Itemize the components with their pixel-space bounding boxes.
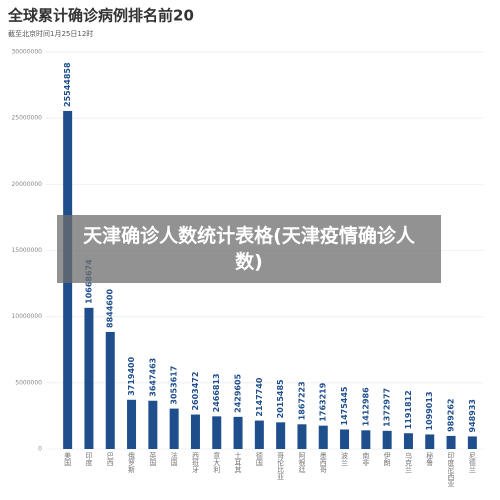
x-tick-label: 乌克兰 bbox=[404, 451, 412, 473]
value-label: 3647463 bbox=[148, 358, 157, 397]
value-label: 1412986 bbox=[361, 387, 370, 426]
bar bbox=[84, 307, 94, 449]
y-tick-label: 30000000 bbox=[11, 49, 42, 56]
x-tick-label: 阿根廷 bbox=[298, 451, 306, 474]
value-label: 8844600 bbox=[106, 289, 115, 328]
x-tick-label: 哥伦比亚 bbox=[277, 452, 285, 480]
y-tick-label: 10000000 bbox=[11, 313, 42, 320]
value-label: 2429605 bbox=[234, 373, 243, 412]
bar bbox=[425, 434, 435, 449]
x-tick-label: 南非 bbox=[362, 451, 370, 467]
value-label: 1099013 bbox=[425, 391, 434, 430]
bar bbox=[318, 425, 328, 449]
value-label: 1191812 bbox=[404, 390, 413, 429]
value-label: 1867223 bbox=[297, 381, 306, 420]
x-tick-label: 印度 bbox=[85, 452, 93, 467]
bar bbox=[148, 400, 158, 449]
y-tick-label: 15000000 bbox=[11, 247, 42, 254]
x-tick-label: 德国 bbox=[255, 451, 263, 467]
bar bbox=[212, 416, 222, 449]
x-tick-label: 英国 bbox=[149, 451, 157, 467]
x-tick-label: 西班牙 bbox=[191, 452, 199, 474]
value-label: 1763219 bbox=[319, 382, 328, 421]
bar bbox=[233, 416, 243, 449]
bar bbox=[276, 422, 286, 449]
value-label: 1372977 bbox=[383, 388, 392, 427]
x-tick-label: 印度尼西亚 bbox=[447, 452, 455, 487]
value-label: 3053617 bbox=[170, 366, 179, 405]
bar bbox=[446, 435, 456, 449]
bar bbox=[361, 430, 371, 449]
bar bbox=[254, 420, 264, 449]
value-label: 948933 bbox=[468, 399, 477, 432]
value-label: 2603472 bbox=[191, 372, 200, 411]
y-tick-label: 5000000 bbox=[15, 379, 42, 386]
value-label: 2147740 bbox=[255, 377, 264, 416]
x-tick-label: 土耳其 bbox=[234, 451, 242, 474]
bar bbox=[467, 436, 477, 449]
y-tick-label: 0 bbox=[38, 446, 42, 453]
bar bbox=[340, 429, 350, 449]
bar bbox=[127, 399, 137, 449]
value-label: 25544858 bbox=[63, 62, 72, 107]
bar bbox=[169, 408, 179, 449]
bar bbox=[190, 414, 200, 449]
x-tick-label: 法国 bbox=[170, 451, 178, 467]
value-label: 2015485 bbox=[276, 379, 285, 418]
value-label: 989262 bbox=[447, 399, 456, 432]
value-label: 2466813 bbox=[212, 373, 221, 412]
x-tick-label: 俄罗斯 bbox=[128, 451, 136, 474]
chart-title: 全球累计确诊病例排名前20 bbox=[7, 7, 194, 25]
value-label: 3719400 bbox=[127, 356, 136, 395]
x-tick-label: 秘鲁 bbox=[426, 451, 434, 467]
bar bbox=[382, 430, 392, 449]
x-tick-label: 波兰 bbox=[341, 451, 349, 466]
overlay-banner: 天津确诊人数统计表格(天津疫情确诊人数) bbox=[57, 215, 441, 283]
bar bbox=[105, 331, 115, 449]
x-tick-label: 美国 bbox=[64, 451, 72, 467]
bar bbox=[403, 433, 413, 449]
y-tick-label: 25000000 bbox=[11, 115, 42, 122]
x-tick-label: 尼德兰 bbox=[468, 452, 476, 473]
bar bbox=[297, 424, 307, 449]
x-tick-label: 巴西 bbox=[106, 452, 114, 467]
x-tick-label: 意大利 bbox=[213, 451, 221, 473]
x-tick-label: 伊朗 bbox=[383, 451, 391, 467]
value-label: 1475445 bbox=[340, 386, 349, 425]
x-tick-label: 墨西哥 bbox=[319, 452, 327, 473]
chart-subtitle: 截至北京时间1月25日12时 bbox=[8, 29, 93, 38]
y-tick-label: 20000000 bbox=[11, 181, 42, 188]
